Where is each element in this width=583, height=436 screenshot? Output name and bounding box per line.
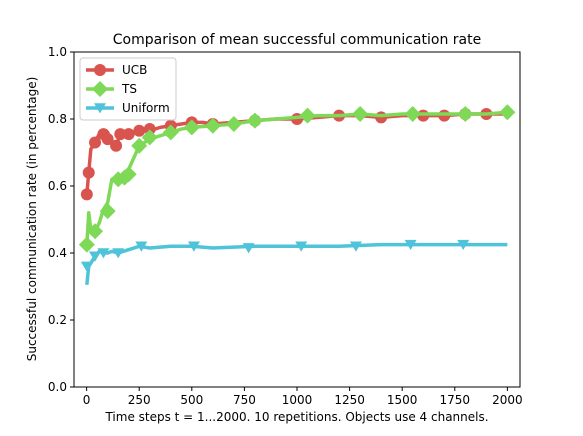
y-tick-label: 1.0 (48, 45, 67, 59)
legend-label: UCB (122, 63, 147, 77)
data-point-uniform (242, 243, 255, 254)
data-point-uniform (135, 241, 148, 252)
x-tick-label: 500 (180, 393, 203, 407)
data-point-ts (499, 104, 516, 121)
data-point-ucb (80, 188, 93, 201)
legend-marker (94, 64, 106, 76)
data-point-uniform (112, 248, 125, 259)
data-point-ts (120, 166, 137, 183)
y-tick-label: 0.6 (48, 179, 67, 193)
legend-label: TS (121, 82, 137, 96)
data-point-ucb (143, 123, 156, 136)
data-point-uniform (187, 241, 200, 252)
data-point-ucb (101, 133, 114, 146)
y-tick-label: 0.2 (48, 313, 67, 327)
data-point-ucb (114, 128, 127, 141)
x-tick-label: 1750 (440, 393, 471, 407)
data-point-ts (78, 236, 95, 253)
x-tick-label: 1000 (282, 393, 313, 407)
data-point-uniform (295, 241, 308, 252)
data-point-ts (246, 112, 263, 129)
data-point-uniform (404, 239, 417, 251)
data-point-ucb (133, 124, 146, 137)
data-point-uniform (457, 239, 470, 251)
data-point-ts (87, 223, 104, 240)
data-point-ts (99, 203, 116, 220)
x-axis-label: Time steps t = 1...2000. 10 repetitions.… (104, 410, 488, 424)
x-tick-label: 1250 (334, 393, 365, 407)
x-tick-label: 750 (233, 393, 256, 407)
data-point-ucb (82, 166, 95, 179)
x-tick-label: 2000 (492, 393, 523, 407)
data-point-uniform (349, 241, 362, 252)
y-tick-label: 0.4 (48, 246, 67, 260)
data-point-ts (183, 119, 200, 136)
data-point-uniform (97, 248, 110, 259)
data-point-uniform (89, 251, 102, 262)
x-tick-label: 1500 (387, 393, 418, 407)
x-axis: 0 250 500 750 1000 1250 1500 1750 2000 (83, 387, 523, 407)
legend-marker (92, 81, 108, 97)
data-point-ts (299, 107, 316, 124)
data-point-ts (404, 105, 421, 122)
legend-label: Uniform (122, 101, 170, 115)
x-tick-label: 250 (128, 393, 151, 407)
data-point-ts (457, 105, 474, 122)
data-point-uniform (80, 261, 93, 272)
x-tick-label: 0 (83, 393, 91, 407)
legend: UCB TS Uniform (79, 57, 177, 121)
series-ts (78, 104, 516, 253)
data-point-ts (225, 116, 242, 133)
legend-marker (94, 103, 106, 114)
data-point-ts (131, 137, 148, 154)
series-uniform (80, 239, 508, 286)
data-point-ucb (122, 128, 135, 141)
y-axis: 0.0 0.2 0.4 0.6 0.8 1.0 (48, 45, 74, 394)
chart-title: Comparison of mean successful communicat… (113, 32, 481, 48)
data-point-ts (352, 105, 369, 122)
data-point-ts (141, 129, 158, 146)
y-tick-label: 0.8 (48, 112, 67, 126)
data-point-ts (204, 117, 221, 134)
data-point-ts (162, 124, 179, 141)
plot-area (78, 104, 516, 286)
data-point-ucb (110, 139, 123, 152)
data-point-ucb (89, 136, 102, 149)
y-tick-label: 0.0 (48, 380, 67, 394)
y-axis-label: Successful communication rate (in percen… (25, 77, 39, 362)
